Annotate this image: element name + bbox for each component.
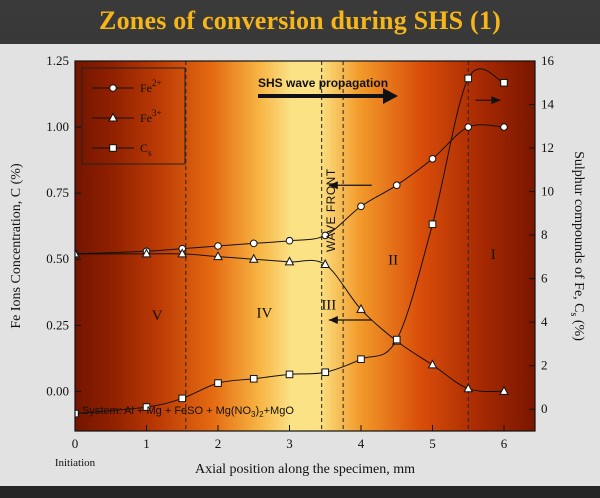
data-point-cs <box>75 409 79 418</box>
zone-label: I <box>491 247 496 263</box>
data-point-cs <box>178 394 187 403</box>
x-tick-label: 0 <box>72 436 79 451</box>
legend-marker <box>109 144 117 152</box>
data-point-fe2 <box>392 181 401 190</box>
data-point-fe3 <box>427 359 438 369</box>
y-right-tick-label: 2 <box>541 358 548 373</box>
x-tick-label: 4 <box>358 436 365 451</box>
y-right-tick-label: 0 <box>541 401 548 416</box>
y-left-tick-label: 1.25 <box>46 53 69 68</box>
wave-propagation-label: SHS wave propagation <box>258 76 388 90</box>
data-point-fe2 <box>321 231 330 240</box>
data-point-fe3 <box>213 251 223 261</box>
x-axis-origin-label: Initiation <box>55 457 96 469</box>
y-left-tick-label: 0.25 <box>46 317 69 332</box>
system-annotation: System: Al + Mg + FeSO + Mg(NO3)2+MgO <box>82 405 294 419</box>
data-point-fe3 <box>284 256 295 266</box>
data-point-cs <box>321 368 330 377</box>
data-point-fe2 <box>249 239 258 248</box>
y-right-tick-label: 8 <box>541 227 548 242</box>
y-right-tick-label: 16 <box>541 53 555 68</box>
arrow-cs-to-right-axis-head <box>491 96 501 105</box>
data-point-fe3 <box>141 248 152 258</box>
data-point-cs <box>428 220 437 229</box>
zone-label: IV <box>257 305 273 321</box>
wave-front-label: WAVE FRONT <box>324 168 338 252</box>
chart-panel: V IV III II I Fe2+ Fe3+ Cs SHS wave propagatio… <box>0 44 600 486</box>
data-point-cs <box>214 379 222 387</box>
x-tick-label: 5 <box>429 436 436 451</box>
y-right-tick-label: 6 <box>541 271 548 286</box>
wave-propagation-arrow <box>258 88 398 104</box>
data-point-fe2 <box>464 123 473 131</box>
y-left-tick-label: 1.00 <box>46 119 69 134</box>
x-tick-label: 2 <box>215 436 222 451</box>
y-right-tick-label: 4 <box>541 314 548 329</box>
zone-label: V <box>152 308 163 324</box>
y-left-tick-label: 0.50 <box>46 251 69 266</box>
y-right-tick-label: 10 <box>541 184 554 199</box>
data-point-fe2 <box>428 154 437 163</box>
data-point-fe3 <box>75 248 80 258</box>
data-point-cs <box>285 370 294 379</box>
data-point-fe3 <box>320 258 331 268</box>
y-right-tick-label: 12 <box>541 140 554 155</box>
y-axis-left-title: Fe Ions Concentration, C (%) <box>9 163 24 329</box>
data-point-cs <box>500 78 508 87</box>
data-point-cs <box>142 403 151 411</box>
data-point-cs <box>392 335 401 344</box>
y-axis-right-title: Sulphur compounds of Fe, Cs (%) <box>568 151 586 341</box>
arrow-fe2-to-left-axis-head <box>328 181 338 190</box>
data-point-fe3 <box>177 248 188 258</box>
data-point-fe2 <box>500 123 508 131</box>
x-tick-label: 6 <box>501 436 508 451</box>
x-tick-label: 3 <box>286 436 293 451</box>
y-right-tick-label: 14 <box>541 97 555 112</box>
legend-marker <box>108 112 118 122</box>
data-point-fe2 <box>285 236 294 245</box>
data-point-cs <box>357 355 365 363</box>
data-point-cs <box>464 74 473 83</box>
zone-label: III <box>321 297 336 313</box>
legend: Fe2+Fe3+Cs <box>81 67 186 165</box>
x-tick-label: 1 <box>143 436 150 451</box>
arrow-fe3-to-left-axis-head <box>328 316 338 324</box>
data-point-fe3 <box>463 383 474 393</box>
legend-marker <box>109 84 117 92</box>
data-point-fe2 <box>214 242 222 250</box>
plot-frame <box>74 60 536 432</box>
data-point-fe3 <box>248 253 259 263</box>
data-point-fe3 <box>356 303 366 313</box>
data-point-fe3 <box>499 385 509 395</box>
zone-label: II <box>388 253 398 269</box>
data-point-fe2 <box>357 202 365 211</box>
slide-title: Zones of conversion during SHS (1) <box>99 6 501 35</box>
y-left-tick-label: 0.00 <box>46 383 69 398</box>
data-point-cs <box>249 374 258 383</box>
plot-area-background <box>75 61 535 431</box>
x-axis-title: Axial position along the specimen, mm <box>195 462 415 477</box>
y-left-tick-label: 0.75 <box>46 185 69 200</box>
